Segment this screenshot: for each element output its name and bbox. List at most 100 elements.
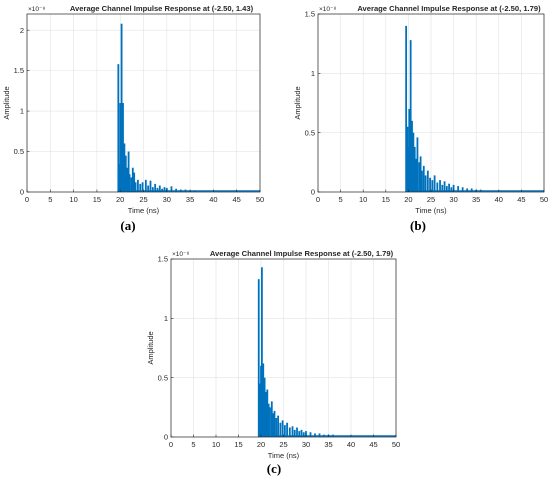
bar <box>293 429 296 437</box>
bar <box>270 401 273 437</box>
panel-label-c: (c) <box>266 461 282 476</box>
bar <box>461 187 464 192</box>
bar <box>433 175 436 192</box>
bar <box>118 163 121 192</box>
y-tick-label: 1 <box>311 69 315 78</box>
x-tick-label: 25 <box>279 440 287 449</box>
x-tick-label: 40 <box>347 440 355 449</box>
bar <box>286 422 288 437</box>
bar <box>170 186 173 192</box>
bar <box>413 146 416 192</box>
bar <box>445 186 448 192</box>
y-axis-label: Amplitude <box>293 86 302 119</box>
bar <box>424 175 427 192</box>
bar <box>332 434 334 437</box>
bar <box>323 434 325 437</box>
bar <box>126 167 129 192</box>
bar <box>154 183 157 192</box>
bar <box>161 188 164 192</box>
x-tick-label: 45 <box>369 440 377 449</box>
bar <box>134 182 137 192</box>
bar <box>296 427 298 437</box>
bar <box>123 143 126 192</box>
bar <box>409 40 412 193</box>
bar <box>130 177 133 192</box>
bar <box>441 184 444 192</box>
bar <box>421 170 423 192</box>
chart-1: 0 5 10 15 20 25 30 35 40 45 50 0 0.5 1 1.5 ×10⁻⁸ Average… <box>293 4 548 215</box>
bar <box>139 183 142 192</box>
x-tick-label: 35 <box>186 195 194 204</box>
bar <box>131 167 134 192</box>
x-tick-label: 0 <box>169 440 173 449</box>
bar <box>300 429 303 437</box>
bar <box>411 120 413 192</box>
chart-title: Average Channel Impulse Response at (-2.… <box>357 4 541 13</box>
bar <box>431 180 434 192</box>
y-tick-label: 0 <box>20 188 24 197</box>
bar <box>279 422 282 437</box>
x-tick-label: 0 <box>316 195 320 204</box>
x-tick-label: 30 <box>449 195 457 204</box>
bar <box>288 427 291 437</box>
bar <box>127 151 130 192</box>
bar <box>275 418 278 437</box>
bar <box>470 188 473 192</box>
bar <box>298 431 301 437</box>
x-tick-label: 15 <box>234 440 242 449</box>
bar <box>193 190 196 192</box>
bar <box>175 188 178 192</box>
y-tick-label: 0.5 <box>14 147 24 156</box>
bar <box>283 425 286 437</box>
bar <box>267 403 270 437</box>
x-tick-label: 50 <box>256 195 264 204</box>
x-tick-label: 50 <box>540 195 548 204</box>
bar <box>429 177 431 192</box>
bar <box>422 165 425 192</box>
bar <box>408 108 411 192</box>
bar <box>184 189 187 192</box>
bar <box>452 184 455 192</box>
x-axis-label: Time (ns) <box>415 206 447 215</box>
x-tick-label: 45 <box>233 195 241 204</box>
bar <box>265 391 267 437</box>
bar <box>305 431 307 437</box>
bar <box>179 189 182 192</box>
bar <box>124 155 127 192</box>
bar <box>302 432 305 437</box>
bar <box>163 187 166 192</box>
x-tick-label: 5 <box>48 195 52 204</box>
x-tick-label: 20 <box>116 195 124 204</box>
bar <box>281 420 284 437</box>
y-tick-label: 1.5 <box>14 66 24 75</box>
y-tick-label: 1.5 <box>305 10 315 19</box>
bar <box>448 183 450 192</box>
bar <box>141 182 144 192</box>
chart-title: Average Channel Impulse Response at (-2.… <box>210 249 394 258</box>
x-axis-label: Time (ns) <box>268 451 300 460</box>
bar <box>128 174 131 192</box>
bar <box>450 187 453 192</box>
bar <box>443 181 446 192</box>
bar <box>133 172 136 192</box>
y-exponent-label: ×10⁻⁸ <box>319 6 336 13</box>
bar <box>262 363 265 437</box>
x-tick-label: 25 <box>139 195 147 204</box>
bar <box>151 187 154 192</box>
bar <box>144 179 147 192</box>
x-tick-label: 30 <box>302 440 310 449</box>
y-tick-label: 1.5 <box>158 255 168 264</box>
x-tick-label: 45 <box>517 195 525 204</box>
panel-label-a: (a) <box>120 218 136 233</box>
y-tick-label: 0.5 <box>305 128 315 137</box>
bar <box>479 189 482 192</box>
bar <box>406 126 409 192</box>
x-tick-label: 0 <box>25 195 29 204</box>
x-tick-label: 35 <box>324 440 332 449</box>
x-tick-label: 20 <box>257 440 265 449</box>
bar <box>266 389 269 437</box>
bar <box>277 415 279 437</box>
x-axis-label: Time (ns) <box>128 206 160 215</box>
bar <box>257 279 260 437</box>
bar <box>149 180 152 192</box>
